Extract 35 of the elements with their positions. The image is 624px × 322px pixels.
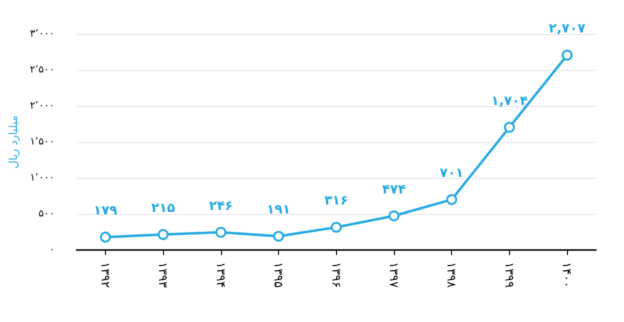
data-label: ۲۴۶ (208, 198, 233, 214)
x-tick-label: ۱۳۹۵ (272, 262, 286, 288)
point (330, 222, 342, 233)
y-tick-label: ۱٬۰۰۰ (30, 172, 55, 184)
y-tick-label: ۵۰۰ (38, 208, 55, 220)
point (158, 229, 169, 240)
data-label: ۱,۷۰۴ (491, 94, 528, 109)
y-tick-label: ۲٬۰۰۰ (30, 100, 55, 112)
x-tick-label: ۱۴۰۰ (560, 262, 574, 288)
data-label: ۷۰۱ (440, 166, 464, 182)
y-axis-title: میلیارد ریال (7, 115, 20, 168)
data-label: ۱۷۹ (94, 204, 118, 219)
y-tick-label: ۲٬۵۰۰ (30, 64, 55, 76)
x-tick-label: ۱۳۹۹ (502, 262, 516, 288)
data-label: ۳۱۶ (324, 194, 348, 209)
point (388, 210, 400, 222)
data-label: ۴۷۴ (382, 182, 406, 198)
y-tick-label: ۰ (49, 244, 55, 256)
x-tick-label: ۱۳۹۸ (444, 262, 459, 288)
x-tick-label: ۱۳۹۴ (214, 262, 228, 288)
point (562, 50, 573, 61)
x-tick-label: ۱۳۹۲ (98, 262, 112, 288)
x-tick-label: ۱۳۹۳ (156, 262, 170, 288)
point (215, 226, 226, 238)
y-tick-label: ۳٬۰۰۰ (30, 28, 55, 40)
point (446, 194, 458, 206)
x-tick-label: ۱۳۹۷ (386, 262, 401, 288)
point (273, 230, 284, 242)
data-label: ۲,۷۰۷ (548, 22, 586, 37)
point (100, 232, 111, 243)
y-tick-label: ۱٬۵۰۰ (30, 136, 55, 148)
data-label: ۱۹۱ (266, 202, 290, 218)
x-tick-label: ۱۳۹۶ (329, 262, 344, 288)
point (504, 122, 515, 133)
data-label: ۲۱۵ (151, 201, 176, 216)
